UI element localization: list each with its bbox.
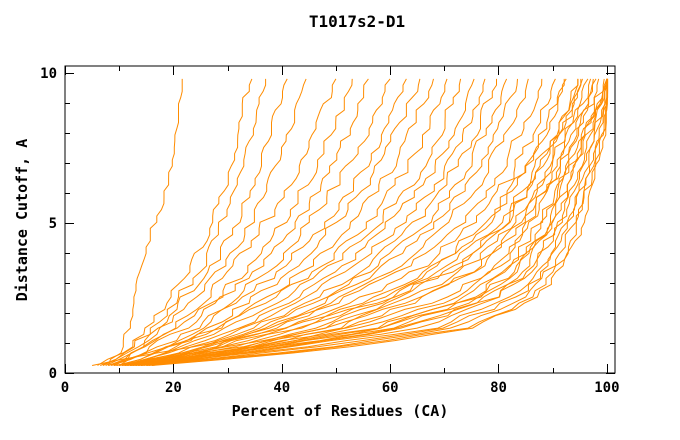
model-curve — [121, 78, 475, 366]
y-tick-label: 10 — [40, 66, 57, 82]
y-axis-label: Distance Cutoff, A — [13, 139, 31, 302]
model-curve — [135, 78, 556, 366]
model-curve — [148, 78, 589, 366]
x-tick-labels: 0 20 40 60 80 100 — [61, 380, 620, 396]
model-curve — [91, 78, 579, 366]
model-curve — [105, 78, 337, 366]
model-curve — [113, 78, 369, 366]
model-curve — [97, 78, 253, 366]
model-curve — [108, 78, 353, 366]
y-tick-label: 0 — [49, 366, 57, 382]
x-axis-label: Percent of Residues (CA) — [232, 402, 449, 420]
axis-ticks — [65, 66, 615, 374]
model-curve — [138, 78, 565, 366]
plot-frame — [64, 65, 616, 374]
model-curve — [113, 78, 592, 366]
x-tick-label: 80 — [490, 380, 507, 396]
model-curve — [129, 78, 543, 366]
model-curve — [129, 78, 608, 366]
model-curve — [132, 78, 608, 366]
model-curve — [140, 78, 567, 366]
y-tick-labels: 0 5 10 — [40, 66, 57, 382]
model-curve — [100, 78, 288, 366]
model-curves — [91, 78, 609, 366]
model-curve — [140, 78, 529, 366]
model-curve — [116, 78, 421, 366]
y-tick-label: 5 — [49, 216, 57, 232]
model-curve — [146, 78, 579, 366]
model-curve — [129, 78, 486, 366]
x-tick-label: 40 — [273, 380, 290, 396]
model-curve — [135, 78, 508, 366]
x-tick-label: 100 — [594, 380, 619, 396]
model-curve — [124, 78, 608, 366]
model-curve — [116, 78, 583, 366]
model-curve — [140, 78, 608, 366]
model-curve — [143, 78, 582, 366]
x-tick-label: 20 — [165, 380, 182, 396]
x-tick-label: 60 — [382, 380, 399, 396]
model-curve — [121, 78, 600, 366]
model-curve — [135, 78, 608, 366]
model-curve — [146, 78, 608, 366]
model-curve — [132, 78, 518, 366]
model-curve — [119, 78, 594, 366]
model-curve — [124, 78, 605, 366]
model-curve — [108, 78, 307, 366]
model-curve — [119, 78, 448, 366]
model-curve — [129, 78, 608, 366]
model-curve — [151, 78, 609, 366]
x-tick-label: 0 — [61, 380, 69, 396]
model-curve — [110, 78, 391, 366]
model-curve — [102, 78, 267, 366]
chart-title: T1017s2-D1 — [309, 12, 405, 31]
model-curve — [124, 78, 462, 366]
model-curve — [118, 78, 407, 366]
model-curve — [107, 78, 183, 366]
model-curve — [127, 78, 497, 366]
